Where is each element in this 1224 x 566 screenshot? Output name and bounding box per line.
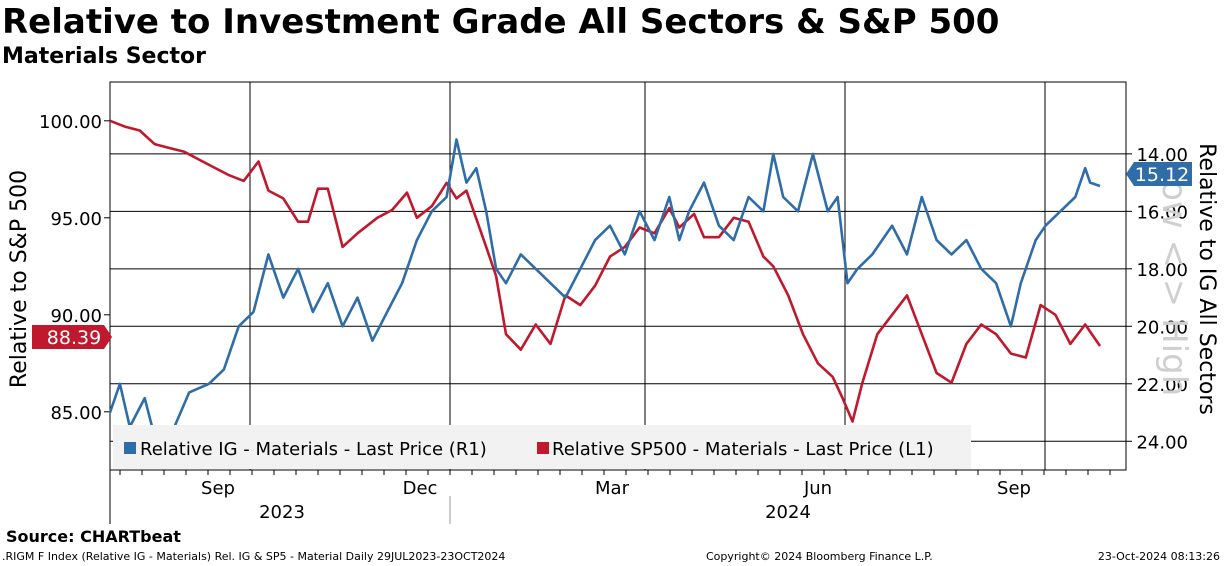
- right-tick-label: 18.00: [1136, 260, 1188, 281]
- series-line-ig: [108, 138, 1101, 457]
- x-tick-label-dec: Dec: [403, 478, 438, 499]
- right-tick-label: 22.00: [1136, 375, 1188, 396]
- x-tick-label-mar: Mar: [595, 478, 630, 499]
- legend-label-sp500: Relative SP500 - Materials - Last Price …: [552, 439, 934, 460]
- left-tick-label: 90.00: [50, 306, 102, 327]
- right-tick-label: 20.00: [1136, 317, 1188, 338]
- left-axis-title: Relative to S&P 500: [7, 170, 32, 388]
- index-info: .RIGM F Index (Relative IG - Materials) …: [2, 550, 506, 563]
- right-axis-watermark: Low < > High: [1154, 162, 1194, 397]
- horizontal-gridlines: [110, 153, 1126, 442]
- x-tick-label-sep-2024: Sep: [997, 478, 1031, 499]
- timestamp: 23-Oct-2024 08:13:26: [1097, 550, 1220, 563]
- left-tick-label: 85.00: [50, 403, 102, 424]
- x-year-label-2024: 2024: [765, 502, 811, 523]
- vertical-gridlines: [249, 82, 1046, 470]
- x-axis-minor-ticks: [119, 470, 1111, 475]
- x-tick-label-sep-2023: Sep: [201, 478, 235, 499]
- legend-swatch-ig: [124, 442, 136, 454]
- left-axis: 100.00 95.00 90.00 85.00: [39, 112, 110, 424]
- chart-subtitle: Materials Sector: [2, 44, 206, 69]
- chart-canvas: 100.00 95.00 90.00 85.00 14.00 16.00 18.00 20.…: [7, 81, 1219, 524]
- left-tick-label: 95.00: [50, 209, 102, 230]
- x-year-label-2023: 2023: [259, 502, 305, 523]
- left-tick-label: 100.00: [39, 112, 102, 133]
- right-tick-label: 14.00: [1136, 145, 1188, 166]
- last-value-tag-red: 88.39: [32, 325, 112, 349]
- right-tick-label: 24.00: [1136, 432, 1188, 453]
- legend: Relative IG - Materials - Last Price (R1…: [113, 425, 971, 469]
- right-axis-title: Relative to IG All Sectors: [1194, 143, 1219, 415]
- last-value-tag-blue: 15.12: [1126, 162, 1192, 186]
- right-axis: 14.00 16.00 18.00 20.00 22.00 24.00: [1126, 145, 1188, 453]
- series-line-sp500: [109, 119, 1102, 423]
- source-note: Source: CHARTbeat: [6, 527, 181, 546]
- x-tick-label-jun: Jun: [803, 478, 832, 499]
- last-value-blue: 15.12: [1135, 164, 1189, 186]
- copyright: Copyright© 2024 Bloomberg Finance L.P.: [706, 550, 933, 563]
- chart-title: Relative to Investment Grade All Sectors…: [2, 2, 1000, 42]
- legend-label-ig: Relative IG - Materials - Last Price (R1…: [140, 439, 487, 460]
- right-tick-label: 16.00: [1136, 202, 1188, 223]
- last-value-red: 88.39: [47, 327, 101, 349]
- legend-swatch-sp500: [537, 442, 549, 454]
